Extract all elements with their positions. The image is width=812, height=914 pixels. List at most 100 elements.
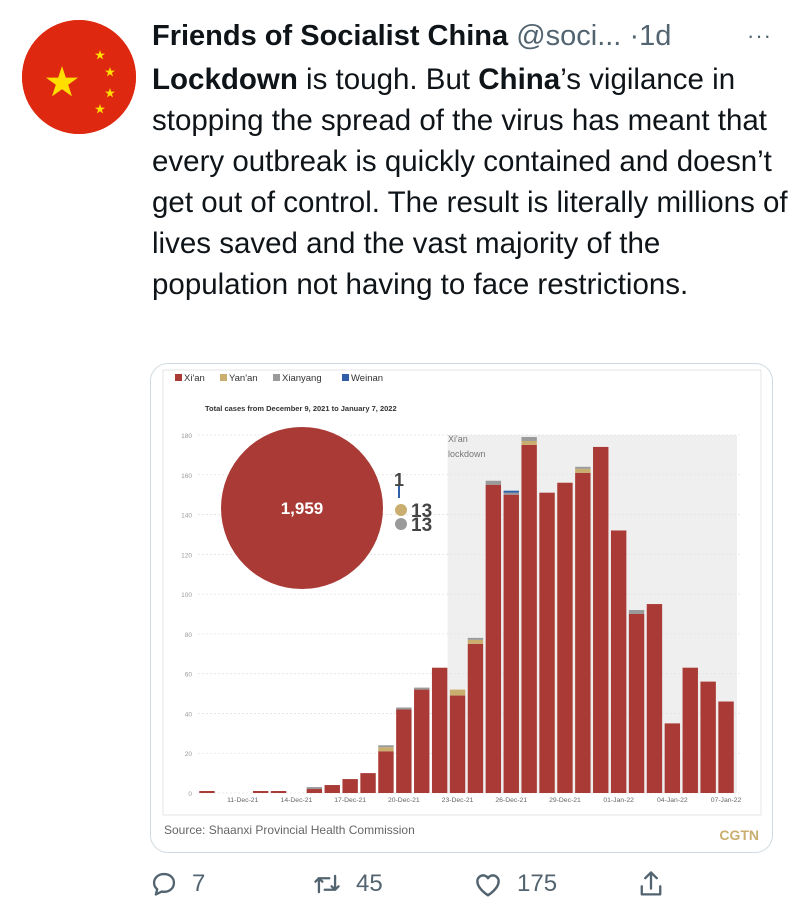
x-tick-label: 07-Jan-22 — [711, 797, 742, 804]
x-tick-label: 23-Dec-21 — [442, 797, 474, 804]
total-bubble-xian — [221, 427, 383, 589]
bar-segment — [396, 707, 412, 710]
bar-segment — [664, 723, 681, 793]
tweet-header: Friends of Socialist China @soci... ·1d … — [152, 14, 792, 58]
total-label-xian: 1,959 — [281, 499, 324, 518]
bar-segment — [485, 484, 502, 793]
lockdown-annotation-line2: lockdown — [448, 449, 486, 459]
bar-segment — [485, 480, 502, 485]
y-tick-label: 140 — [181, 513, 192, 520]
legend-swatch-xianyang — [273, 374, 280, 381]
bar-segment — [521, 440, 537, 445]
chart-source: Source: Shaanxi Provincial Health Commis… — [164, 823, 415, 837]
bar-segment — [378, 747, 394, 752]
heart-icon — [476, 874, 500, 897]
total-bubble-yanan — [395, 504, 407, 516]
x-tick-label: 11-Dec-21 — [227, 797, 258, 804]
bar-segment — [575, 472, 591, 793]
tweet-time[interactable]: 1d — [639, 20, 672, 52]
y-tick-label: 160 — [181, 473, 192, 480]
y-tick-label: 100 — [181, 592, 192, 599]
bar-segment — [360, 773, 376, 793]
retweet-icon — [314, 874, 340, 894]
bar-segment — [557, 482, 573, 793]
bar-segment — [575, 466, 591, 469]
legend-label-xian: Xi'an — [184, 373, 205, 384]
bar-segment — [539, 492, 555, 793]
bar-segment — [431, 667, 448, 793]
bar-segment — [467, 643, 484, 793]
x-tick-label: 14-Dec-21 — [281, 797, 313, 804]
reply-count: 7 — [192, 870, 206, 897]
tweet-text-segment: is tough. But — [297, 63, 479, 96]
total-label-xianyang: 13 — [411, 515, 432, 536]
x-tick-label: 20-Dec-21 — [388, 797, 420, 804]
legend-label-xianyang: Xianyang — [282, 373, 322, 384]
bar-segment — [503, 492, 519, 495]
legend-swatch-weinan — [342, 374, 349, 381]
bar-segment — [718, 701, 734, 793]
chart-subtitle: Total cases from December 9, 2021 to Jan… — [205, 404, 397, 413]
bar-segment — [503, 490, 519, 493]
total-label-weinan: 1 — [394, 470, 404, 490]
media-card[interactable]: Xi'an Yan'an Xianyang Weinan Total cases… — [150, 363, 773, 853]
x-tick-label: 29-Dec-21 — [549, 797, 581, 804]
bar-segment — [252, 791, 269, 793]
like-count: 175 — [517, 870, 558, 897]
y-tick-label: 40 — [185, 711, 193, 718]
brand-logo: CGTN — [719, 827, 759, 843]
bar-segment — [449, 695, 466, 793]
legend-label-weinan: Weinan — [351, 373, 383, 384]
y-tick-label: 60 — [185, 672, 193, 679]
bar-segment — [199, 791, 215, 793]
bar-segment — [521, 444, 537, 793]
author-handle[interactable]: @soci... — [516, 20, 622, 52]
share-button[interactable] — [637, 862, 665, 906]
tweet-text-segment: ’s vigilance in stopping the spread of t… — [152, 63, 788, 301]
reply-icon — [152, 872, 176, 896]
bar-segment — [467, 637, 484, 640]
bar-segment — [467, 639, 484, 644]
more-options-icon[interactable]: ··· — [747, 23, 772, 48]
bar-segment — [628, 610, 645, 614]
reply-button[interactable]: 7 — [150, 862, 205, 906]
small-star — [95, 50, 105, 60]
tweet-text-bold-lockdown: Lockdown — [152, 63, 298, 96]
bar-segment — [306, 787, 323, 790]
bar-segment — [628, 614, 645, 793]
like-button[interactable]: 175 — [473, 862, 557, 906]
bar-segment — [593, 446, 609, 793]
case-chart: Xi'an Yan'an Xianyang Weinan Total cases… — [151, 364, 772, 852]
bar-segment — [396, 709, 412, 793]
tweet-text: Lockdown is tough. But China’s vigilance… — [152, 59, 792, 305]
total-bubble-xianyang — [395, 518, 407, 530]
retweet-count: 45 — [356, 870, 383, 897]
bar-segment — [324, 785, 340, 793]
separator-dot: · — [629, 20, 640, 52]
y-tick-label: 0 — [188, 791, 192, 798]
large-star — [45, 66, 79, 97]
legend-swatch-yanan — [220, 374, 227, 381]
y-tick-label: 20 — [185, 751, 193, 758]
bar-segment — [575, 468, 591, 473]
share-icon — [640, 871, 662, 896]
bar-segment — [414, 689, 430, 793]
retweet-button[interactable]: 45 — [312, 862, 383, 906]
small-star — [105, 88, 115, 98]
bar-segment — [503, 494, 519, 793]
bar-segment — [414, 687, 430, 690]
small-star — [105, 67, 115, 77]
legend-swatch-xian — [175, 374, 182, 381]
avatar[interactable] — [22, 20, 136, 134]
author-name[interactable]: Friends of Socialist China — [152, 20, 509, 52]
x-tick-label: 01-Jan-22 — [603, 797, 634, 804]
bar-segment — [521, 436, 537, 441]
small-star — [95, 104, 105, 114]
lockdown-annotation-line1: Xi'an — [448, 434, 468, 444]
total-label-yanan: 13 — [411, 501, 432, 522]
bar-segment — [682, 667, 698, 793]
bar-segment — [378, 745, 394, 748]
tweet-text-bold-china: China — [478, 63, 561, 96]
x-tick-label: 04-Jan-22 — [657, 797, 688, 804]
x-tick-label: 17-Dec-21 — [334, 797, 366, 804]
